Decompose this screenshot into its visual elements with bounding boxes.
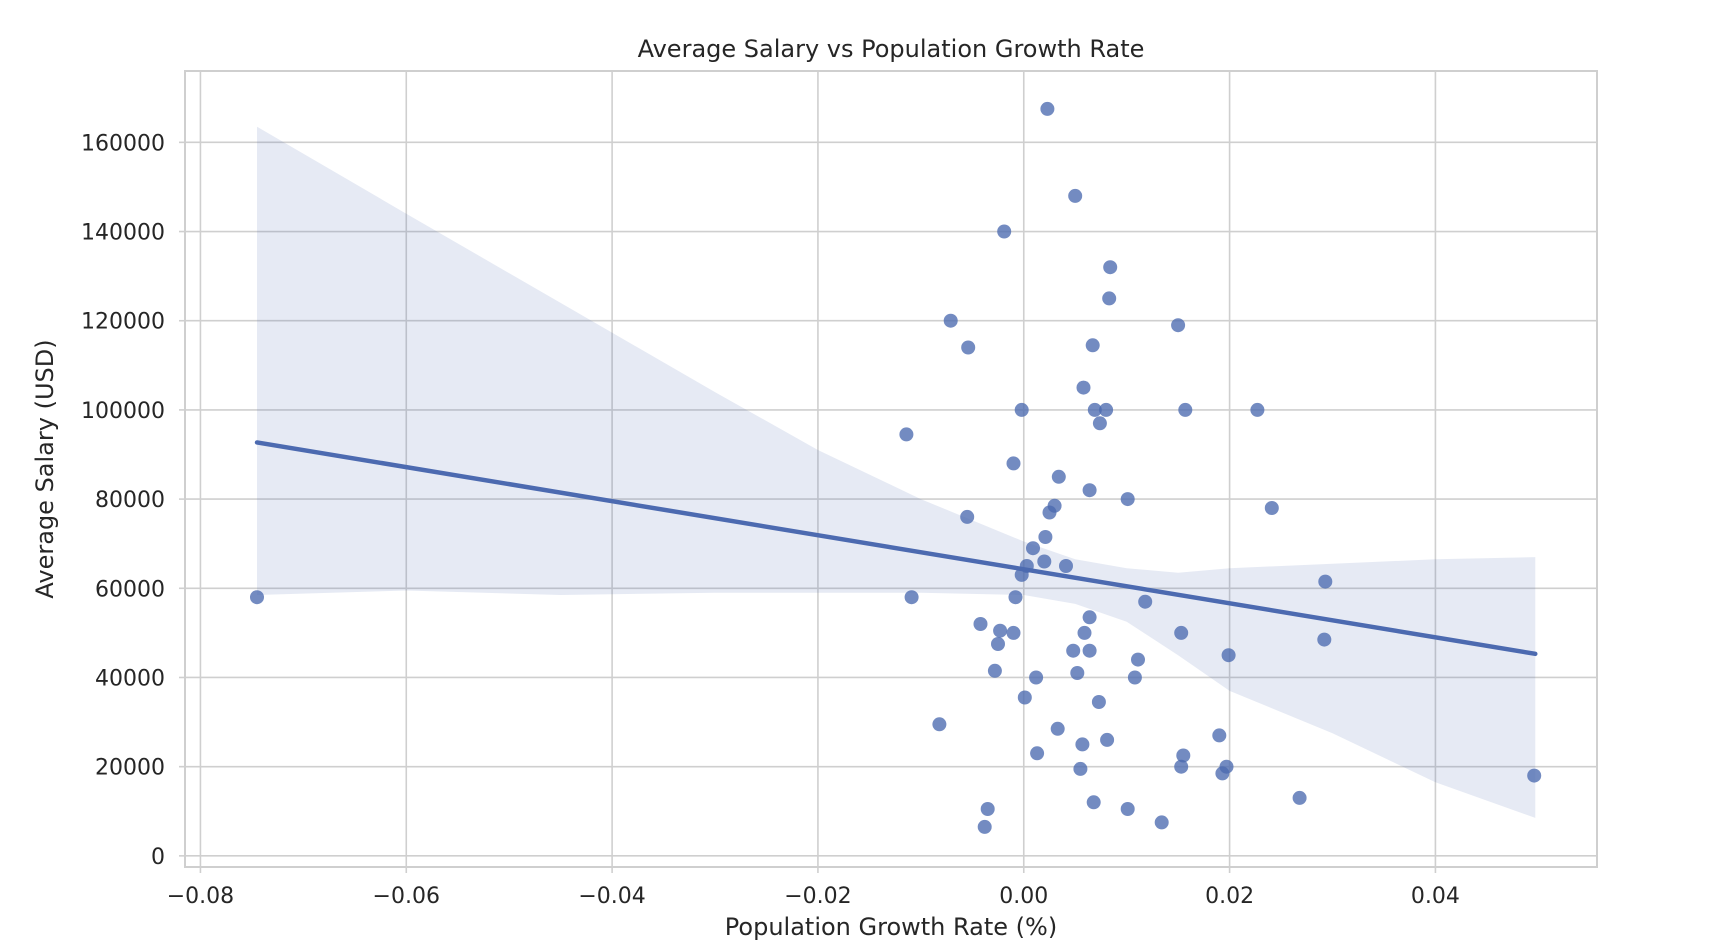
data-point <box>997 224 1012 239</box>
x-tick-label: −0.02 <box>784 884 851 909</box>
y-tick-label: 120000 <box>81 310 165 335</box>
data-point <box>1006 456 1021 471</box>
data-point <box>980 802 995 816</box>
data-point <box>961 340 976 355</box>
data-point <box>1073 761 1088 776</box>
data-point <box>960 509 975 524</box>
data-point <box>991 637 1005 651</box>
data-point <box>1042 505 1057 520</box>
x-axis-label: Population Growth Rate (%) <box>725 913 1057 941</box>
tick-label-layer: −0.08 −0.06 −0.04 −0.02 0.00 0.02 0.04 0 20000 40… <box>81 131 1460 909</box>
data-point <box>1250 402 1265 417</box>
data-point <box>1171 318 1186 333</box>
data-point <box>1026 541 1040 556</box>
data-point <box>1178 402 1193 417</box>
data-point <box>1037 554 1052 569</box>
plot-frame <box>184 70 1598 868</box>
data-point <box>932 717 947 732</box>
data-point <box>1014 402 1029 417</box>
data-point <box>1102 291 1117 306</box>
y-tick-label: 20000 <box>95 756 165 781</box>
regression-line-layer <box>254 440 1538 657</box>
data-point <box>1099 402 1114 417</box>
y-tick-label: 100000 <box>81 399 165 424</box>
data-point <box>1029 670 1044 685</box>
data-point <box>1008 590 1023 605</box>
data-point <box>1292 790 1307 805</box>
data-point <box>1082 483 1097 498</box>
x-tick-label: 0.04 <box>1411 884 1460 909</box>
regression-line <box>254 440 1538 657</box>
data-point <box>1120 492 1135 507</box>
data-point <box>1086 795 1101 810</box>
x-tick-label: 0.00 <box>999 884 1048 909</box>
data-point <box>1082 643 1097 658</box>
data-point <box>973 617 988 631</box>
data-point <box>1075 737 1090 752</box>
data-point <box>1017 690 1032 705</box>
y-tick-label: 80000 <box>95 488 165 513</box>
data-point <box>1087 402 1102 417</box>
y-tick-label: 0 <box>151 845 165 870</box>
data-point <box>1051 469 1066 484</box>
confidence-band <box>257 126 1536 818</box>
data-point <box>1077 625 1092 640</box>
data-point <box>977 819 992 834</box>
x-tick-label: −0.04 <box>578 884 645 909</box>
data-point <box>1066 643 1081 658</box>
x-tick-label: −0.06 <box>373 884 440 909</box>
data-point <box>943 313 958 328</box>
data-point <box>1100 732 1115 747</box>
data-point <box>1131 652 1145 667</box>
y-axis-label: Average Salary (USD) <box>31 339 59 598</box>
data-point <box>1085 338 1100 353</box>
data-point <box>1318 574 1333 589</box>
y-tick-label: 60000 <box>95 577 165 602</box>
data-point <box>1527 768 1542 783</box>
data-point <box>1006 625 1021 640</box>
data-point <box>1050 721 1065 736</box>
y-tick-label: 140000 <box>81 221 165 246</box>
y-tick-label: 40000 <box>95 666 165 691</box>
points-layer <box>250 101 1542 834</box>
data-point <box>1068 188 1083 203</box>
data-point <box>1103 260 1118 275</box>
data-point <box>904 590 919 605</box>
data-point <box>1092 416 1107 431</box>
data-point <box>987 663 1002 678</box>
data-point <box>1059 559 1073 573</box>
data-point <box>1221 648 1236 663</box>
data-point <box>1076 380 1091 395</box>
x-tick-label: −0.08 <box>167 884 234 909</box>
data-point <box>1264 501 1279 515</box>
data-point <box>250 590 264 605</box>
data-point <box>1120 802 1135 816</box>
data-point <box>1215 766 1230 781</box>
data-point <box>1212 728 1227 743</box>
data-point <box>1174 759 1189 774</box>
data-point <box>1070 666 1085 680</box>
data-point <box>1154 815 1169 830</box>
data-point <box>1038 530 1053 544</box>
data-point <box>1127 670 1142 685</box>
data-point <box>1176 748 1191 763</box>
confidence-band-layer <box>257 126 1536 818</box>
data-point <box>899 427 914 442</box>
data-point <box>1174 625 1189 640</box>
data-point <box>1317 632 1332 647</box>
data-point <box>1138 594 1153 609</box>
data-point <box>993 623 1008 638</box>
grid-layer <box>185 71 1597 867</box>
data-point <box>1082 610 1097 625</box>
x-tick-label: 0.02 <box>1205 884 1254 909</box>
chart-title: Average Salary vs Population Growth Rate <box>638 35 1145 63</box>
y-tick-label: 160000 <box>81 131 165 156</box>
data-point <box>1030 746 1045 761</box>
data-point <box>1040 101 1055 116</box>
data-point <box>1091 695 1106 709</box>
